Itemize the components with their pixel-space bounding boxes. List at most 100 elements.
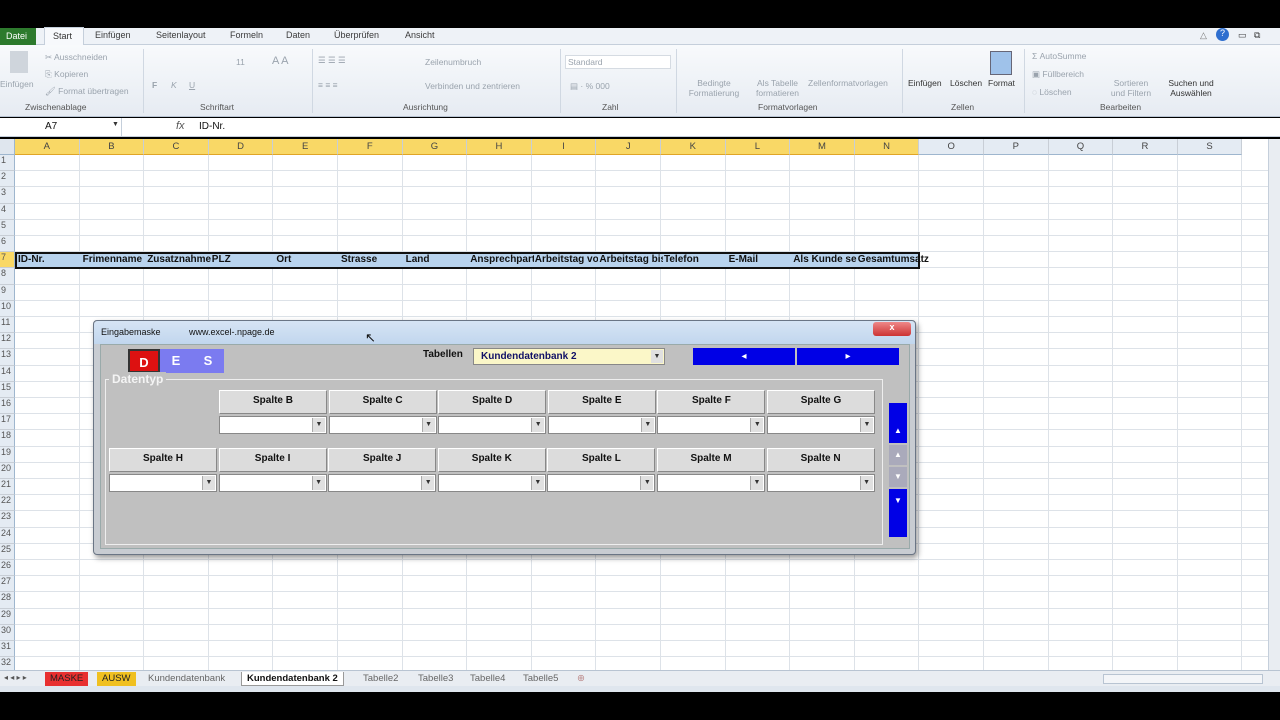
tab-formeln[interactable]: Formeln xyxy=(230,30,264,40)
minimize-ribbon-icon[interactable]: △ xyxy=(1200,30,1207,40)
column-combobox[interactable]: ▼ xyxy=(657,474,765,492)
sheet-tab-tabelle2[interactable]: Tabelle2 xyxy=(363,673,399,684)
window-minimize-icon[interactable]: ▭ xyxy=(1238,30,1247,40)
paste-button[interactable]: Einfügen xyxy=(0,79,34,89)
column-header-e[interactable]: E xyxy=(273,139,338,155)
tab-ueberpruefen[interactable]: Überprüfen xyxy=(334,30,380,40)
chevron-down-icon[interactable]: ▼ xyxy=(651,350,663,363)
help-icon[interactable]: ? xyxy=(1216,28,1229,41)
align-left-icon[interactable]: ≡ ≡ ≡ xyxy=(318,80,338,90)
vertical-scrollbar[interactable] xyxy=(1268,139,1280,670)
header-cell[interactable]: Ort xyxy=(276,254,292,266)
autosum-button[interactable]: Σ AutoSumme xyxy=(1032,51,1087,61)
header-cell[interactable]: Frimenname xyxy=(82,254,143,266)
italic-button[interactable]: K xyxy=(171,80,177,90)
horizontal-scrollbar[interactable] xyxy=(1103,674,1263,684)
scroll-down-button[interactable]: ▼ xyxy=(889,489,907,537)
header-cell[interactable]: Gesamtumsatz xyxy=(857,254,929,266)
window-restore-icon[interactable]: ⧉ xyxy=(1254,30,1261,40)
scroll-up-button[interactable]: ▲ xyxy=(889,403,907,443)
column-combobox[interactable]: ▼ xyxy=(218,474,327,492)
row-header-16[interactable]: 16 xyxy=(0,398,15,415)
column-combobox[interactable]: ▼ xyxy=(767,416,875,434)
tab-seitenlayout[interactable]: Seitenlayout xyxy=(156,30,206,40)
underline-button[interactable]: U xyxy=(189,80,196,90)
column-combobox[interactable]: ▼ xyxy=(547,416,656,434)
previous-record-button[interactable]: ◂ xyxy=(693,348,795,365)
tab-einfuegen[interactable]: Einfügen xyxy=(95,30,131,40)
header-cell[interactable]: Arbeitstag bis xyxy=(599,254,663,266)
sort-filter-button[interactable]: Sortieren und Filtern xyxy=(1110,78,1152,98)
chevron-down-icon[interactable]: ▼ xyxy=(640,476,654,490)
column-combobox[interactable]: ▼ xyxy=(328,416,437,434)
header-cell[interactable]: Telefon xyxy=(664,254,699,266)
column-combobox[interactable]: ▼ xyxy=(328,474,437,492)
header-cell[interactable]: Land xyxy=(405,254,430,266)
chevron-down-icon[interactable]: ▼ xyxy=(421,476,435,490)
chevron-down-icon[interactable]: ▼ xyxy=(311,476,325,490)
name-box[interactable]: A7 ▼ xyxy=(0,118,122,136)
percent-icon[interactable]: ▤ · % 000 xyxy=(570,81,610,91)
header-cell[interactable]: Arbeitstag von xyxy=(534,254,599,266)
chevron-down-icon[interactable]: ▼ xyxy=(202,476,215,490)
tab-start[interactable]: Start xyxy=(44,27,84,45)
row-header-21[interactable]: 21 xyxy=(0,479,15,496)
sheet-tab-tabelle5[interactable]: Tabelle5 xyxy=(523,673,559,684)
row-header-4[interactable]: 4 xyxy=(0,203,15,220)
column-header-a[interactable]: A xyxy=(15,139,80,155)
language-s-button[interactable]: S xyxy=(192,349,224,373)
row-header-20[interactable]: 20 xyxy=(0,462,15,479)
column-header-k[interactable]: K xyxy=(661,139,726,155)
row-header-8[interactable]: 8 xyxy=(0,268,15,285)
column-combobox[interactable]: ▼ xyxy=(109,474,217,492)
row-header-10[interactable]: 10 xyxy=(0,300,15,317)
column-combobox[interactable]: ▼ xyxy=(437,474,546,492)
grow-font-icon[interactable]: A A xyxy=(272,55,289,67)
conditional-format-button[interactable]: Bedingte Formatierung xyxy=(688,78,740,98)
column-combobox[interactable]: ▼ xyxy=(657,416,766,434)
row-header-23[interactable]: 23 xyxy=(0,511,15,528)
column-header-h[interactable]: H xyxy=(467,139,532,155)
column-header-g[interactable]: G xyxy=(402,139,468,155)
chevron-down-icon[interactable]: ▼ xyxy=(859,476,873,490)
column-combobox[interactable]: ▼ xyxy=(219,416,327,434)
header-cell[interactable]: Als Kunde seit xyxy=(793,254,857,266)
header-cell[interactable]: Strasse xyxy=(341,254,378,266)
delete-cells-button[interactable]: Löschen xyxy=(950,78,983,88)
column-header-r[interactable]: R xyxy=(1113,139,1178,155)
column-header-n[interactable]: N xyxy=(854,139,920,155)
align-top-icon[interactable]: ☰ ☰ ☰ xyxy=(318,55,346,65)
select-all-corner[interactable] xyxy=(0,139,15,155)
tables-combobox[interactable]: Kundendatenbank 2 ▼ xyxy=(473,348,665,365)
language-d-button[interactable]: D xyxy=(128,349,160,373)
sheet-tab-maske[interactable]: MASKE xyxy=(45,672,89,686)
font-size-select[interactable]: 11 xyxy=(236,57,245,67)
row-header-7[interactable]: 7 xyxy=(0,252,15,269)
dialog-titlebar[interactable]: Eingabemaske www.excel-.npage.de x xyxy=(94,321,915,344)
format-button[interactable]: Format xyxy=(988,78,1015,88)
chevron-down-icon[interactable]: ▼ xyxy=(421,418,435,432)
row-header-17[interactable]: 17 xyxy=(0,414,15,431)
format-painter-button[interactable]: 🖌 Format übertragen xyxy=(45,86,129,96)
header-cell[interactable]: ID-Nr. xyxy=(18,254,45,266)
row-header-1[interactable]: 1 xyxy=(0,155,15,172)
row-header-30[interactable]: 30 xyxy=(0,624,15,641)
row-header-2[interactable]: 2 xyxy=(0,171,15,188)
header-cell[interactable]: PLZ xyxy=(211,254,231,266)
bold-button[interactable]: F xyxy=(152,80,158,90)
next-record-button[interactable]: ▸ xyxy=(797,348,899,365)
column-header-s[interactable]: S xyxy=(1177,139,1243,155)
merge-center-button[interactable]: Verbinden und zentrieren xyxy=(425,81,520,91)
chevron-down-icon[interactable]: ▼ xyxy=(640,418,654,432)
cut-button[interactable]: ✂ Ausschneiden xyxy=(45,52,108,62)
close-button[interactable]: x xyxy=(873,322,911,336)
column-combobox[interactable]: ▼ xyxy=(766,474,875,492)
row-header-28[interactable]: 28 xyxy=(0,592,15,609)
fill-button[interactable]: ▣ Füllbereich xyxy=(1032,69,1084,79)
step-up-button[interactable]: ▲ xyxy=(889,445,907,465)
sheet-tab-kundendatenbank-2[interactable]: Kundendatenbank 2 xyxy=(241,672,344,686)
chevron-down-icon[interactable]: ▼ xyxy=(750,476,763,490)
column-header-b[interactable]: B xyxy=(79,139,145,155)
column-header-q[interactable]: Q xyxy=(1048,139,1114,155)
chevron-down-icon[interactable]: ▼ xyxy=(112,121,119,128)
